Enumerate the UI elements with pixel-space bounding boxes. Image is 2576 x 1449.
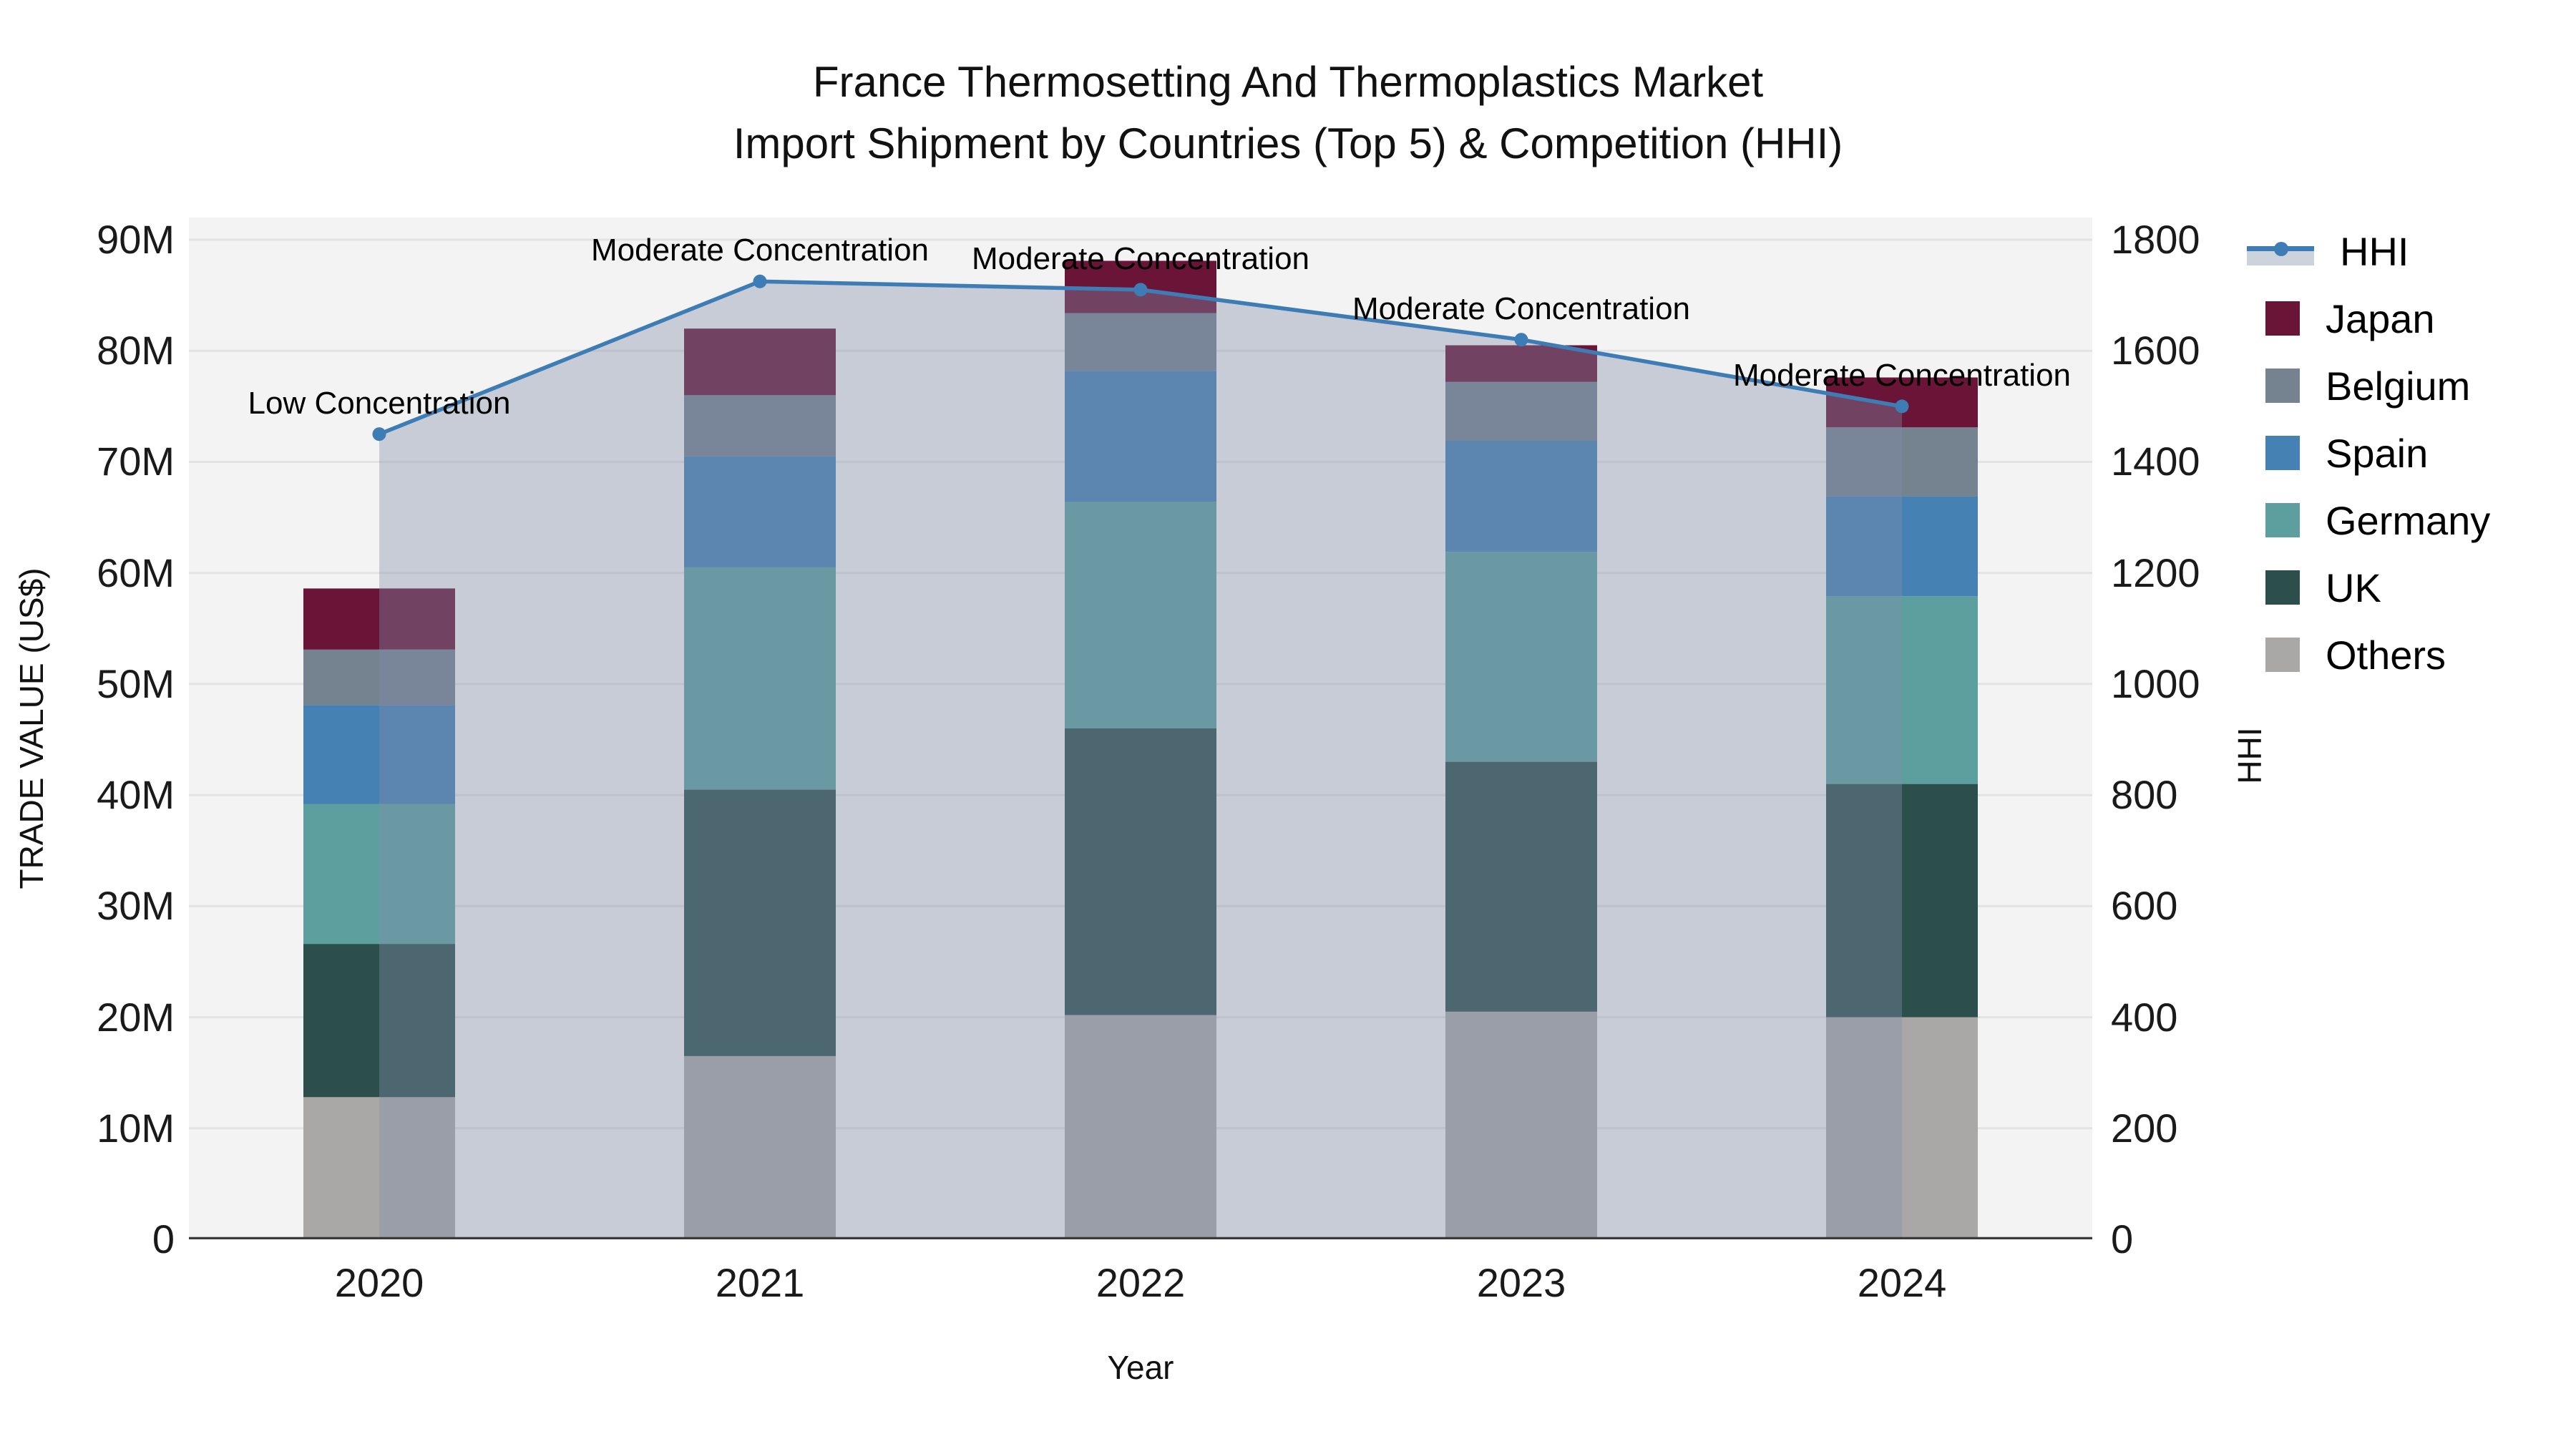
bar-segment-japan-2023: [1445, 345, 1597, 382]
hhi-point-2021: [753, 274, 767, 288]
bar-segment-germany-2023: [1445, 552, 1597, 762]
bar-segment-spain-2020: [303, 705, 455, 804]
y-right-tick-600: 600: [2111, 883, 2178, 928]
bar-segment-germany-2020: [303, 804, 455, 945]
y-right-tick-1600: 1600: [2111, 328, 2200, 373]
legend-swatch-belgium: [2265, 369, 2300, 403]
chart-title-line1: France Thermosetting And Thermoplastics …: [812, 58, 1764, 106]
y-right-tick-400: 400: [2111, 995, 2178, 1040]
y-left-tick-60M: 60M: [97, 550, 175, 595]
bar-segment-belgium-2024: [1826, 427, 1978, 497]
legend-swatch-spain: [2265, 436, 2300, 470]
legend-swatch-others: [2265, 638, 2300, 672]
y-left-tick-20M: 20M: [97, 995, 175, 1040]
y-left-tick-10M: 10M: [97, 1106, 175, 1151]
chart-title-line2: Import Shipment by Countries (Top 5) & C…: [733, 119, 1843, 167]
x-axis-label: Year: [1107, 1349, 1174, 1386]
bar-segment-others-2021: [684, 1055, 836, 1239]
bar-segment-uk-2023: [1445, 761, 1597, 1012]
hhi-marker-dot-icon: [2274, 242, 2288, 256]
legend-item-belgium: Belgium: [2247, 364, 2490, 409]
legend-swatch-germany: [2265, 503, 2300, 537]
bar-segment-others-2020: [303, 1097, 455, 1239]
y-axis-right-label: HHI: [2231, 727, 2268, 784]
bar-segment-spain-2022: [1065, 371, 1216, 502]
y-left-tick-50M: 50M: [97, 661, 175, 706]
y-left-tick-90M: 90M: [97, 217, 175, 262]
y-left-tick-70M: 70M: [97, 439, 175, 484]
hhi-point-2020: [372, 427, 386, 441]
bar-segment-spain-2023: [1445, 441, 1597, 552]
bar-segment-japan-2021: [684, 328, 836, 396]
hhi-annotation-2023: Moderate Concentration: [1352, 291, 1691, 326]
chart-title: France Thermosetting And Thermoplastics …: [0, 52, 2576, 175]
legend-item-hhi: HHI: [2247, 229, 2490, 274]
hhi-legend-swatch-icon: [2247, 242, 2314, 265]
bar-segment-others-2022: [1065, 1015, 1216, 1239]
legend-item-germany: Germany: [2247, 498, 2490, 543]
bar-segment-germany-2021: [684, 567, 836, 790]
y-right-tick-1200: 1200: [2111, 550, 2200, 595]
legend-item-japan: Japan: [2247, 296, 2490, 341]
y-left-tick-0: 0: [152, 1216, 175, 1262]
hhi-annotation-2021: Moderate Concentration: [590, 233, 930, 268]
bar-segment-japan-2020: [303, 588, 455, 650]
legend-label-uk: UK: [2326, 565, 2381, 610]
legend-label-hhi: HHI: [2340, 228, 2409, 274]
hhi-point-2023: [1514, 333, 1528, 347]
legend-item-spain: Spain: [2247, 431, 2490, 476]
legend-item-uk: UK: [2247, 565, 2490, 610]
y-right-tick-200: 200: [2111, 1106, 2178, 1151]
bar-segment-others-2024: [1826, 1017, 1978, 1239]
legend: HHI Japan Belgium Spain Germany UK Other…: [2247, 229, 2490, 678]
hhi-annotation-2024: Moderate Concentration: [1732, 358, 2072, 393]
hhi-point-2024: [1895, 399, 1909, 414]
y-left-tick-30M: 30M: [97, 883, 175, 928]
bar-segment-belgium-2022: [1065, 313, 1216, 371]
legend-label-others: Others: [2326, 632, 2446, 678]
legend-label-japan: Japan: [2326, 296, 2435, 341]
legend-swatch-uk: [2265, 570, 2300, 605]
hhi-area-fill: [379, 281, 1902, 1239]
hhi-annotation-2020: Low Concentration: [248, 386, 511, 421]
y-right-tick-1800: 1800: [2111, 217, 2200, 262]
x-tick-2024: 2024: [1857, 1260, 1947, 1305]
legend-item-others: Others: [2247, 633, 2490, 678]
bar-segment-belgium-2020: [303, 649, 455, 706]
bar-segment-germany-2024: [1826, 596, 1978, 784]
x-tick-2021: 2021: [715, 1260, 805, 1305]
bar-segment-others-2023: [1445, 1011, 1597, 1239]
y-right-tick-800: 800: [2111, 772, 2178, 817]
y-left-tick-40M: 40M: [97, 772, 175, 817]
bar-segment-uk-2020: [303, 944, 455, 1098]
legend-label-belgium: Belgium: [2326, 363, 2471, 409]
y-axis-left-label: TRADE VALUE (US$): [13, 567, 50, 889]
hhi-annotation-2022: Moderate Concentration: [971, 241, 1310, 276]
bar-segment-uk-2022: [1065, 728, 1216, 1015]
bar-segment-belgium-2023: [1445, 381, 1597, 441]
legend-label-germany: Germany: [2326, 497, 2491, 543]
x-tick-2022: 2022: [1096, 1260, 1186, 1305]
legend-swatch-japan: [2265, 301, 2300, 336]
y-right-tick-1000: 1000: [2111, 661, 2200, 706]
hhi-point-2022: [1133, 283, 1148, 297]
bar-segment-uk-2021: [684, 789, 836, 1056]
x-tick-2023: 2023: [1476, 1260, 1566, 1305]
bar-segment-germany-2022: [1065, 502, 1216, 728]
x-tick-2020: 2020: [334, 1260, 424, 1305]
legend-label-spain: Spain: [2326, 430, 2429, 476]
bar-segment-spain-2024: [1826, 496, 1978, 597]
bar-segment-belgium-2021: [684, 395, 836, 457]
y-right-tick-1400: 1400: [2111, 439, 2200, 484]
y-left-tick-80M: 80M: [97, 328, 175, 373]
y-right-tick-0: 0: [2111, 1216, 2134, 1262]
chart-canvas: [189, 218, 2092, 1239]
bar-segment-uk-2024: [1826, 784, 1978, 1018]
bar-segment-spain-2021: [684, 456, 836, 567]
plot-area: Low Concentration Moderate Concentration…: [189, 218, 2092, 1239]
